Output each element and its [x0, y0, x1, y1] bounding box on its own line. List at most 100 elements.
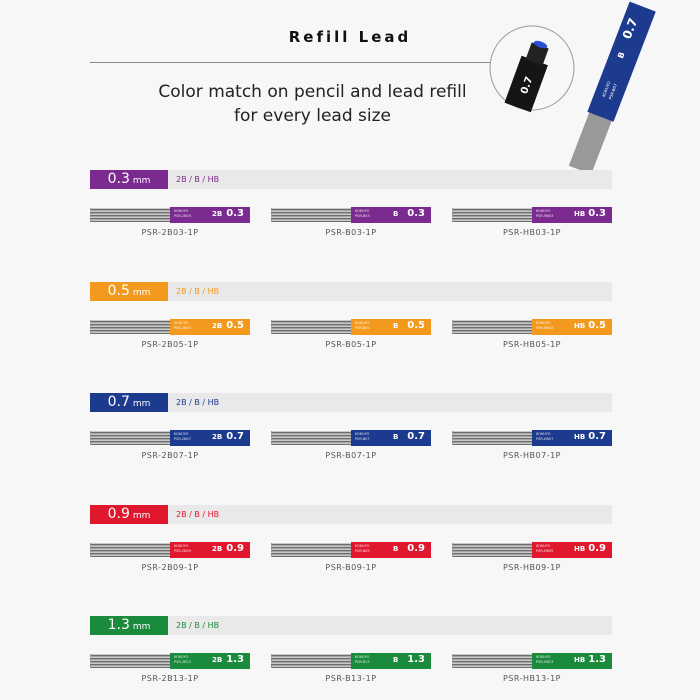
tube-brand: KOKUYO PSR-HB07 [536, 432, 554, 441]
size-value: 0.5 [107, 282, 130, 299]
lead-graphite [452, 431, 535, 445]
product-code: PSR-HB13-1P [502, 674, 561, 683]
tube-label: KOKUYO PSR-2B13 2B 1.3 [170, 653, 250, 669]
lead-graphite [90, 431, 173, 445]
lead-graphite [90, 654, 173, 668]
tube-label: KOKUYO PSR-2B03 2B 0.3 [170, 207, 250, 223]
product-code: PSR-B09-1P [325, 562, 377, 572]
grade-options: 2B / B / HB [176, 175, 220, 184]
size-header-bar: 0.5 mm 2B / B / HB [90, 281, 612, 301]
size-unit: mm [132, 510, 151, 521]
tube-grade: HB [574, 321, 586, 330]
product-code: PSR-HB07-1P [502, 451, 561, 460]
tube-grade: 2B [212, 433, 223, 441]
tube-size: 0.5 [226, 319, 244, 331]
hero-grade: B [616, 51, 627, 60]
tube-size: 0.5 [588, 319, 606, 331]
product-code: PSR-HB05-1P [502, 339, 561, 349]
title-divider [90, 62, 495, 63]
lead-refill-tube: KOKUYO PSR-HB13 HB 1.3 [452, 653, 612, 669]
lead-refill-tube: KOKUYO PSR-B05 B 0.5 [271, 318, 431, 335]
tube-brand: KOKUYO PSR-2B09 [174, 543, 191, 553]
page-title: Refill Lead [288, 28, 412, 46]
hero-pencil-image: 0.7 0.7 B KOKUYO PSR-B07 [489, 1, 656, 175]
size-header-bar: 1.3 mm 2B / B / HB [90, 616, 612, 635]
tube-brand: KOKUYO PSR-B07 [355, 432, 370, 441]
size-header-bar: 0.9 mm 2B / B / HB [90, 504, 612, 524]
tube-brand: KOKUYO PSR-2B03 [174, 209, 191, 218]
size-badge: 0.3 mm [90, 170, 168, 189]
subtitle-line-1: Color match on pencil and lead refill [158, 82, 467, 102]
size-header-bar: 0.3 mm 2B / B / HB [90, 170, 612, 189]
lead-graphite [452, 208, 535, 222]
grade-options: 2B / B / HB [176, 509, 220, 519]
tube-label: KOKUYO PSR-B07 B 0.7 [351, 430, 431, 446]
tube-grade: HB [574, 656, 586, 664]
tube-label: KOKUYO PSR-2B07 2B 0.7 [170, 430, 250, 446]
tube-size: 0.7 [407, 431, 425, 442]
size-badge: 1.3 mm [90, 616, 168, 635]
tube-label: KOKUYO PSR-B05 B 0.5 [351, 318, 431, 335]
hero-lead-tube: 0.7 B KOKUYO PSR-B07 [568, 1, 656, 175]
pencil-tip: 0.7 [504, 40, 549, 113]
tube-grade: B [393, 210, 399, 218]
product-code: PSR-B07-1P [325, 451, 377, 460]
lead-refill-tube: KOKUYO PSR-2B13 2B 1.3 [90, 653, 250, 669]
tube-grade: 2B [212, 210, 223, 218]
product-code: PSR-2B13-1P [141, 674, 199, 683]
lead-size-section: 0.9 mm 2B / B / HB KOKUYO PSR-2B09 2B 0.9 … [90, 504, 612, 585]
tube-label: KOKUYO PSR-B13 B 1.3 [351, 653, 431, 669]
lead-graphite [271, 319, 354, 334]
tube-size: 0.3 [407, 208, 425, 219]
subtitle-line-2: for every lead size [234, 106, 391, 126]
grade-options: 2B / B / HB [176, 398, 220, 407]
tube-brand: KOKUYO PSR-HB03 [536, 209, 554, 218]
tube-size: 0.3 [226, 208, 244, 219]
tube-brand: KOKUYO PSR-2B05 [174, 320, 191, 330]
size-value: 0.3 [107, 171, 130, 187]
tube-label: KOKUYO PSR-B09 B 0.9 [351, 541, 431, 558]
lead-refill-tube: KOKUYO PSR-2B07 2B 0.7 [90, 430, 250, 446]
size-value: 1.3 [107, 617, 130, 633]
lead-graphite [271, 431, 354, 445]
lead-graphite [90, 319, 173, 334]
tube-size: 0.7 [588, 431, 606, 442]
hero-brand: KOKUYO [601, 80, 612, 97]
tube-brand: KOKUYO PSR-B09 [355, 543, 370, 553]
tube-label: KOKUYO PSR-HB03 HB 0.3 [532, 207, 612, 223]
lead-refill-tube: KOKUYO PSR-2B03 2B 0.3 [90, 207, 250, 223]
tube-grade: B [393, 433, 399, 441]
tube-grade: HB [574, 210, 586, 218]
lead-graphite [271, 208, 354, 222]
lead-refill-tube: KOKUYO PSR-B13 B 1.3 [271, 653, 431, 669]
lead-graphite [452, 542, 535, 557]
tube-label: KOKUYO PSR-HB09 HB 0.9 [532, 541, 612, 558]
size-unit: mm [132, 399, 151, 409]
tube-grade: 2B [212, 544, 223, 553]
lead-size-section: 0.7 mm 2B / B / HB KOKUYO PSR-2B07 2B 0.7 … [90, 393, 612, 473]
tube-size: 0.7 [226, 431, 244, 442]
tube-brand: KOKUYO PSR-2B07 [174, 432, 191, 441]
tube-size: 1.3 [407, 654, 425, 665]
product-code: PSR-B05-1P [325, 339, 377, 349]
tube-size: 0.9 [407, 542, 425, 554]
lead-refill-tube: KOKUYO PSR-2B05 2B 0.5 [90, 318, 250, 335]
lead-refill-tube: KOKUYO PSR-2B09 2B 0.9 [90, 541, 250, 558]
tube-label: KOKUYO PSR-HB13 HB 1.3 [532, 653, 612, 669]
tube-brand: KOKUYO PSR-B13 [355, 655, 370, 664]
tube-grade: HB [574, 544, 586, 553]
lead-refill-tube: KOKUYO PSR-HB07 HB 0.7 [452, 430, 612, 446]
tube-size: 1.3 [226, 654, 244, 665]
lead-graphite [452, 319, 535, 334]
tube-brand: KOKUYO PSR-B05 [355, 320, 370, 330]
lead-size-section: 0.3 mm 2B / B / HB KOKUYO PSR-2B03 2B 0.3 … [90, 170, 612, 250]
lead-graphite [90, 208, 173, 222]
product-code: PSR-2B05-1P [141, 339, 199, 349]
product-code: PSR-HB09-1P [502, 562, 561, 572]
size-unit: mm [132, 287, 151, 298]
grade-options: 2B / B / HB [176, 621, 220, 630]
tube-size: 0.9 [226, 542, 244, 554]
tube-size: 0.5 [407, 319, 425, 331]
lead-refill-tube: KOKUYO PSR-B07 B 0.7 [271, 430, 431, 446]
